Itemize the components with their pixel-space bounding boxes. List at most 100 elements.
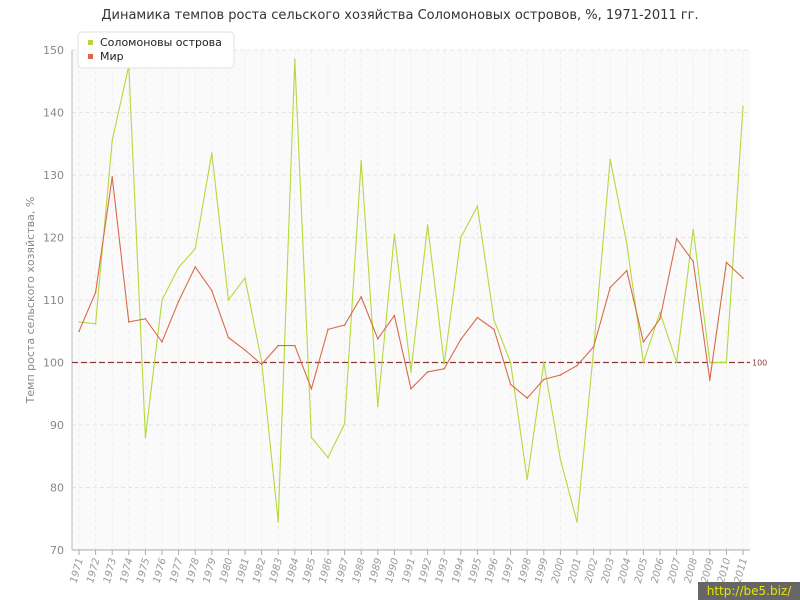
data-point (709, 361, 711, 364)
x-tick-label: 1990 (384, 557, 401, 584)
legend-box (77, 31, 235, 69)
data-point (294, 344, 296, 347)
data-point (742, 105, 744, 108)
data-point (659, 311, 661, 314)
x-tick-label: 1989 (367, 557, 384, 584)
data-point (161, 341, 163, 343)
x-tick-label: 1993 (434, 557, 451, 584)
data-point (443, 362, 446, 365)
data-point (692, 228, 694, 231)
data-point (460, 236, 462, 239)
data-point (78, 321, 80, 323)
y-tick-label: 120 (43, 232, 64, 245)
data-point (692, 260, 694, 263)
data-point (460, 338, 462, 341)
data-point (78, 330, 80, 333)
data-point (493, 319, 495, 321)
data-point (609, 158, 611, 161)
data-point (642, 361, 645, 364)
x-tick-label: 1972 (85, 557, 102, 584)
data-point (277, 344, 280, 347)
x-tick-label: 1994 (450, 557, 467, 584)
data-point (493, 328, 495, 331)
data-point (94, 322, 97, 325)
data-point (725, 361, 728, 364)
data-point (410, 387, 412, 390)
data-point (659, 317, 661, 320)
data-point (260, 360, 263, 363)
data-point (177, 266, 180, 269)
series-group (78, 58, 744, 523)
reference-line-label: 100 (752, 359, 767, 368)
x-tick-label: 1988 (351, 557, 368, 584)
data-point (742, 277, 744, 279)
data-point (576, 521, 578, 523)
data-point (476, 316, 479, 319)
x-tick-label: 1974 (118, 557, 135, 584)
x-tick-label: 2011 (733, 557, 750, 584)
x-tick-label: 2009 (699, 557, 716, 584)
data-point (526, 397, 528, 399)
x-tick-label: 2000 (550, 557, 567, 584)
data-point (360, 159, 363, 162)
y-tick-label: 90 (50, 419, 64, 432)
data-point (377, 337, 379, 340)
data-point (426, 371, 429, 373)
x-tick-label: 1987 (334, 556, 351, 584)
y-tick-label: 80 (50, 482, 64, 495)
data-point (426, 224, 429, 226)
y-axis-label: Темп роста сельского хозяйства, % (24, 197, 37, 405)
data-point (144, 317, 147, 320)
x-tick-label: 1981 (235, 557, 252, 584)
data-point (343, 422, 346, 425)
data-point (144, 436, 147, 439)
data-point (211, 289, 213, 292)
data-point (642, 341, 645, 343)
data-point (277, 521, 280, 523)
x-tick-label: 1984 (284, 557, 301, 584)
x-tick-label: 1992 (417, 557, 434, 584)
x-tick-label: 1996 (484, 557, 501, 584)
data-point (543, 361, 545, 364)
data-point (559, 458, 562, 461)
chart-title: Динамика темпов роста сельского хозяйств… (101, 8, 699, 23)
data-point (559, 374, 562, 376)
data-point (244, 277, 246, 279)
x-tick-label: 1980 (218, 557, 235, 584)
data-point (443, 367, 446, 370)
data-point (310, 387, 313, 390)
x-tick-label: 1971 (69, 557, 86, 584)
legend-label: Мир (100, 50, 124, 63)
data-point (675, 361, 678, 364)
data-point (393, 233, 396, 236)
y-tick-label: 110 (43, 294, 64, 307)
data-point (327, 328, 329, 331)
legend-swatch (88, 40, 93, 45)
data-point (476, 205, 479, 208)
data-point (128, 321, 130, 323)
x-tick-label: 1979 (201, 557, 218, 584)
x-tick-label: 2010 (716, 557, 733, 584)
data-point (509, 383, 512, 386)
data-point (576, 364, 578, 367)
data-point (260, 363, 263, 366)
data-point (526, 478, 528, 481)
data-point (709, 379, 711, 381)
x-tick-label: 2008 (683, 557, 700, 584)
x-tick-label: 1986 (318, 557, 335, 584)
data-point (410, 371, 412, 373)
data-point (393, 314, 396, 317)
y-tick-label: 70 (50, 544, 64, 557)
x-tick-label: 2007 (666, 556, 683, 584)
data-point (177, 300, 180, 303)
watermark-link[interactable]: http://be5.biz/ (698, 582, 800, 600)
data-point (244, 349, 246, 351)
data-point (310, 436, 313, 439)
data-point (626, 242, 628, 245)
data-point (543, 378, 545, 381)
x-tick-label: 2001 (567, 557, 584, 584)
data-point (592, 349, 595, 351)
x-tick-label: 1999 (533, 557, 550, 584)
x-tick-label: 1982 (251, 557, 268, 584)
